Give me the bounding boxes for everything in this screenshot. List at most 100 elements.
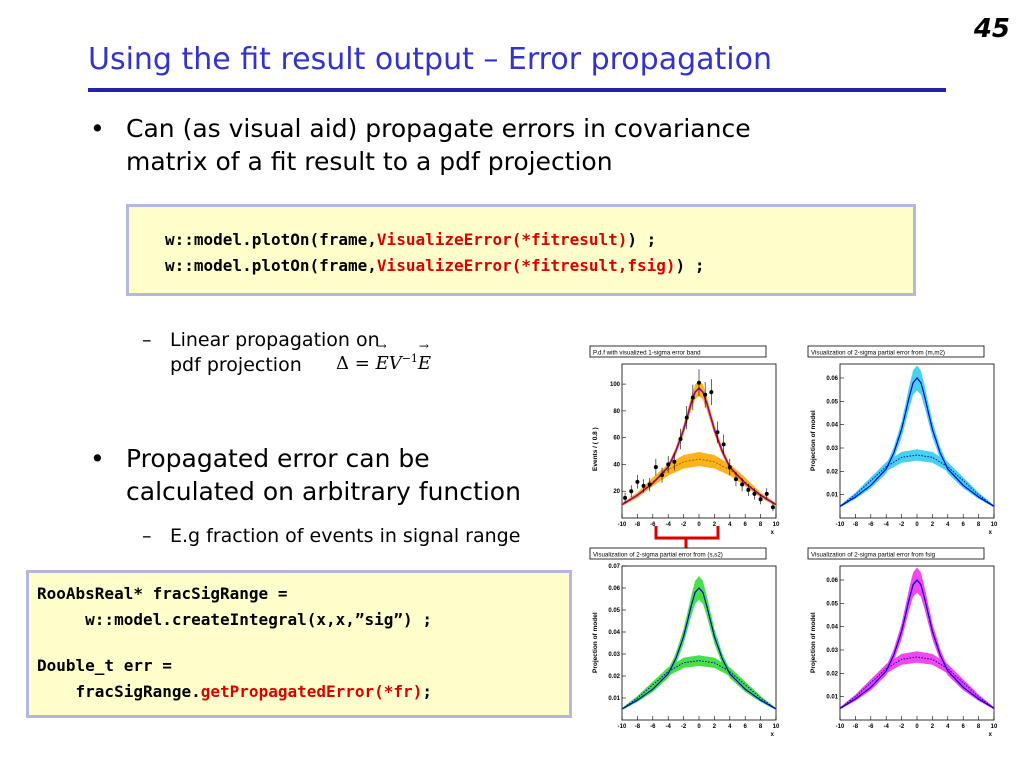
x-tick-label: -8 — [853, 522, 859, 528]
x-tick-label: 2 — [713, 724, 717, 730]
plot-title-box — [807, 345, 985, 358]
x-tick-label: 0 — [697, 724, 701, 730]
background-curve — [621, 660, 777, 710]
data-point — [653, 465, 658, 470]
x-tick-label: -6 — [868, 522, 874, 528]
data-point — [758, 497, 763, 502]
code-highlight: getPropagatedError(*fr) — [200, 682, 423, 701]
x-axis-label: x — [989, 732, 993, 738]
bullet-2-line-1: Propagated error can be — [126, 444, 430, 473]
y-tick-label: 0.03 — [608, 652, 620, 658]
y-tick-label: 0.02 — [608, 674, 620, 680]
data-point — [684, 415, 689, 420]
data-point — [752, 491, 757, 496]
vector-arrow-icon: → — [376, 339, 387, 353]
background-curve — [839, 454, 995, 507]
x-tick-label: -10 — [618, 724, 627, 730]
signal-range-bracket — [654, 526, 720, 548]
model-curve — [621, 587, 777, 710]
data-point — [635, 479, 640, 484]
data-point — [697, 380, 701, 385]
x-tick-label: 2 — [713, 522, 717, 528]
plot-title-box — [589, 547, 767, 560]
x-tick-label: 6 — [962, 724, 966, 730]
bullet-dot: • — [90, 444, 105, 473]
code-text: ) ; — [675, 256, 705, 275]
x-tick-label: -4 — [666, 724, 672, 730]
code-highlight: VisualizeError(*fitresult,fsig) — [376, 256, 676, 275]
sub-bullet-fraction: – E.g fraction of events in signal range — [142, 524, 520, 549]
y-tick-label: 0.03 — [826, 648, 838, 654]
data-point — [623, 495, 628, 500]
data-point — [770, 505, 775, 510]
formula-exponent: −1 — [401, 352, 418, 365]
code-text: w::model.plotOn(frame, — [165, 230, 377, 249]
code-line: fracSigRange.getPropagatedError(*fr); — [37, 679, 569, 705]
x-tick-label: 8 — [759, 522, 763, 528]
y-tick-label: 0.04 — [826, 625, 838, 631]
code-line: w::model.createIntegral(x,x,”sig”) ; — [37, 610, 432, 629]
x-tick-label: 8 — [977, 522, 981, 528]
x-tick-label: 6 — [744, 724, 748, 730]
code-box-visualize-error: w::model.plotOn(frame,VisualizeError(*fi… — [126, 204, 916, 296]
x-tick-label: 0 — [915, 724, 919, 730]
slide-number: 45 — [973, 14, 1010, 44]
code-text: w::model.plotOn(frame, — [165, 256, 377, 275]
bullet-1-line-2: matrix of a fit result to a pdf projecti… — [126, 147, 613, 176]
x-tick-label: 2 — [931, 522, 935, 528]
x-tick-label: 4 — [728, 724, 732, 730]
x-tick-label: -6 — [650, 522, 656, 528]
formula-delta: Δ — [336, 353, 349, 374]
model-curve — [839, 377, 995, 507]
plot-partial-error-m: Visualization of 2-sigma partial error f… — [807, 345, 998, 536]
y-tick-label: 40 — [613, 462, 620, 468]
x-axis-label: x — [989, 530, 993, 536]
bullet-1-line-1: Can (as visual aid) propagate errors in … — [126, 114, 751, 143]
x-tick-label: 6 — [744, 522, 748, 528]
y-tick-label: 0.04 — [608, 630, 620, 636]
x-axis-label: x — [771, 732, 775, 738]
y-tick-label: 0.06 — [826, 376, 838, 382]
code-text: ; — [422, 682, 432, 701]
y-tick-label: 60 — [613, 436, 620, 442]
y-tick-label: 0.01 — [608, 696, 620, 702]
x-tick-label: -6 — [650, 724, 656, 730]
slide-title: Using the fit result output – Error prop… — [88, 42, 772, 77]
dash-marker: – — [142, 525, 152, 547]
code-line: w::model.plotOn(frame,VisualizeError(*fi… — [165, 253, 913, 279]
y-axis-label: Events / ( 0.8 ) — [592, 427, 599, 471]
x-tick-label: 10 — [773, 522, 780, 528]
background-error-band — [840, 651, 994, 710]
data-point — [647, 482, 652, 487]
x-tick-label: -8 — [853, 724, 859, 730]
data-point — [703, 392, 708, 397]
vector-arrow-icon: → — [418, 339, 429, 353]
formula-vector-e: → E — [418, 339, 431, 374]
data-point — [715, 430, 720, 435]
error-propagation-formula: Δ = → EV−1 → E — [336, 339, 431, 374]
x-tick-label: 6 — [962, 522, 966, 528]
plot-title-box — [589, 345, 767, 358]
data-point — [672, 459, 677, 464]
data-point — [678, 436, 683, 441]
x-tick-label: -10 — [618, 522, 627, 528]
x-tick-label: -4 — [884, 522, 890, 528]
y-tick-label: 20 — [613, 489, 620, 495]
data-point — [727, 465, 732, 470]
x-tick-label: 4 — [946, 522, 950, 528]
code-line: Double_t err = — [37, 656, 172, 675]
y-tick-label: 0.02 — [826, 671, 838, 677]
data-point — [666, 462, 671, 467]
plot-title: Visualization of 2-sigma partial error f… — [811, 350, 945, 357]
bullet-dot: • — [90, 114, 105, 143]
background-error-band — [622, 655, 776, 710]
sub-bullet-linear-propagation: – Linear propagation on pdf projection — [142, 328, 380, 378]
y-tick-label: 0.03 — [826, 446, 838, 452]
x-tick-label: -8 — [635, 522, 641, 528]
formula-equals: = — [354, 353, 370, 374]
formula-e-text: E — [375, 353, 389, 374]
y-tick-label: 80 — [613, 409, 620, 415]
data-point — [690, 395, 695, 400]
code-line: w::model.plotOn(frame,VisualizeError(*fi… — [165, 227, 913, 253]
data-point — [746, 487, 751, 492]
